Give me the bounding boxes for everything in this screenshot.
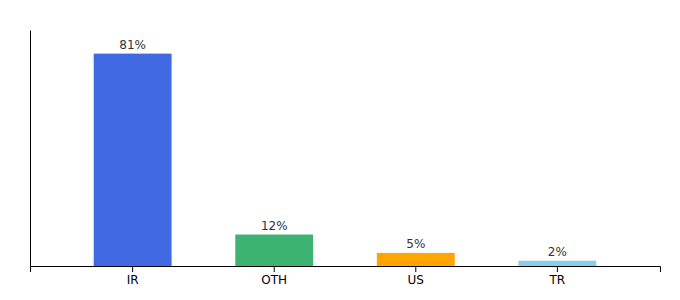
x-tick: IR (127, 266, 139, 287)
x-tick: TR (549, 266, 566, 287)
x-tick: US (408, 266, 424, 287)
y-axis-line (30, 31, 31, 267)
x-tick-label: IR (127, 273, 139, 287)
data-label: 12% (261, 219, 288, 233)
bar (235, 235, 313, 266)
x-tick-label: US (408, 273, 424, 287)
x-tick-mark (132, 266, 133, 272)
x-tick-mark (557, 266, 558, 272)
x-axis-line (31, 267, 661, 273)
bars (94, 54, 597, 266)
chart-container: IR OTH US TR 81% 12% 5% 2% (0, 0, 680, 300)
data-labels: 81% 12% 5% 2% (119, 38, 567, 259)
x-tick-label: TR (549, 273, 566, 287)
x-axis: IR OTH US TR (31, 266, 661, 287)
data-label: 81% (119, 38, 146, 52)
x-tick-label: OTH (261, 273, 287, 287)
data-label: 2% (548, 245, 567, 259)
x-tick-mark (415, 266, 416, 272)
bar (377, 253, 455, 266)
x-tick: OTH (261, 266, 287, 287)
chart: IR OTH US TR 81% 12% 5% 2% (0, 0, 680, 300)
data-label: 5% (406, 237, 425, 251)
bar (518, 261, 596, 266)
x-tick-mark (274, 266, 275, 272)
bar (94, 54, 172, 266)
y-axis (30, 31, 31, 267)
